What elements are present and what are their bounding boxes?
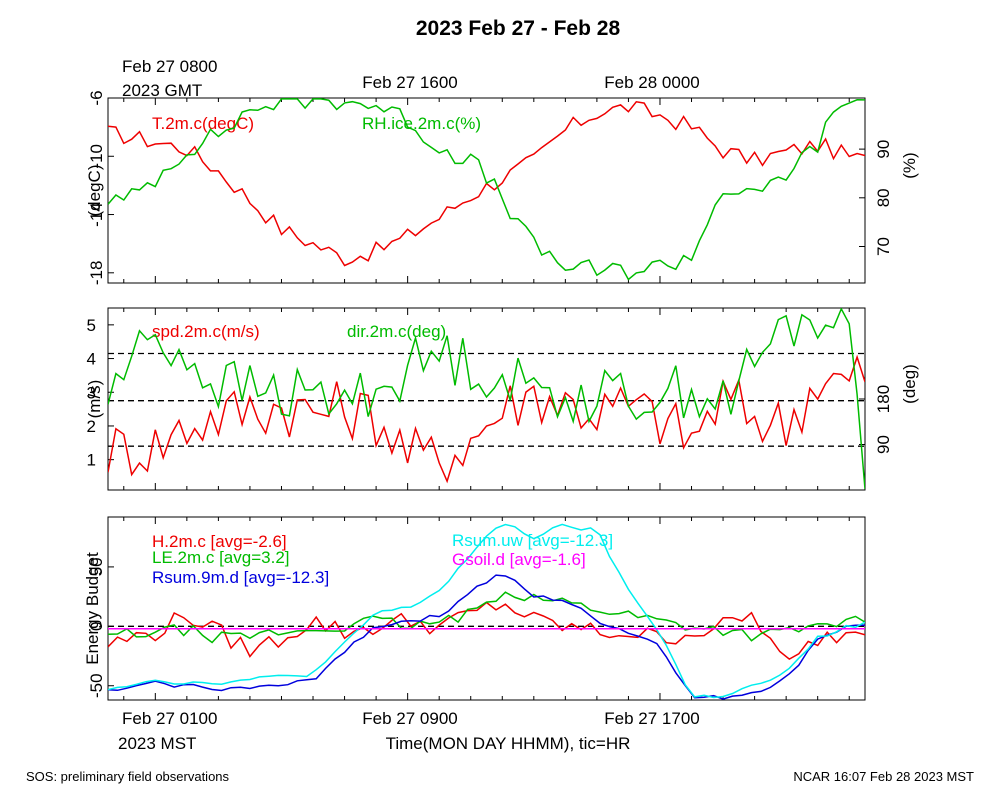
panel-wind: 1 2 3 4 5 (m/s) 90 180 (deg) spd.2m.c(m/s) dir.2m.… (85, 307, 919, 491)
y-tick-label-left: 0 (87, 622, 106, 631)
plot-frame (107, 97, 866, 284)
bottom-time-label-1: Feb 27 0900 (362, 709, 457, 728)
chart-title: 2023 Feb 27 - Feb 28 (416, 17, 621, 40)
y-tick-label-right: 90 (874, 435, 893, 454)
legend-h-2m-c: H.2m.c [avg=-2.6] (152, 532, 287, 551)
top-time-label-2: Feb 28 0000 (604, 73, 699, 92)
series-line-le-2m-c (108, 591, 865, 644)
y-tick-label-left: 5 (87, 316, 96, 335)
y-tick-label-right: 80 (874, 188, 893, 207)
y-tick-label-left: -10 (87, 144, 106, 169)
y-tick-label-left: -14 (87, 202, 106, 227)
footer-right: NCAR 16:07 Feb 28 2023 MST (793, 769, 974, 784)
top-time-label-0: Feb 27 0800 (122, 57, 217, 76)
series-line-rsum-uw (108, 523, 865, 699)
y-tick-label-right: 70 (874, 237, 893, 256)
y-tick-label-right: 90 (874, 140, 893, 159)
footer-left: SOS: preliminary field observations (26, 769, 230, 784)
series-line-rsum-9m-d (108, 574, 865, 700)
series-line-rh-ice-2m-c- (108, 98, 865, 281)
legend-le-2m-c: LE.2m.c [avg=3.2] (152, 548, 290, 567)
bottom-time-zone: 2023 MST (118, 734, 196, 753)
bottom-time-label-0: Feb 27 0100 (122, 709, 217, 728)
y-tick-label-left: 3 (87, 383, 96, 402)
top-time-label-1: Feb 27 1600 (362, 73, 457, 92)
legend-t-2m-c-degc-: T.2m.c(degC) (152, 114, 254, 133)
y-axis-title-right: (%) (900, 152, 919, 178)
y-axis-title-left: (m/s) (85, 380, 104, 419)
y-tick-label-left: -6 (87, 90, 106, 105)
y-tick-label-left: 2 (87, 417, 96, 436)
x-axis-label: Time(MON DAY HHMM), tic=HR (386, 734, 631, 753)
plot-frame (107, 516, 866, 701)
legend-rh-ice-2m-c-: RH.ice.2m.c(%) (362, 114, 481, 133)
y-axis-title-left: (degC) (85, 165, 104, 217)
y-tick-label-right: 180 (874, 385, 893, 413)
legend-spd-2m-c-m-s-: spd.2m.c(m/s) (152, 322, 260, 341)
series-line-spd-2m-c-m-s- (108, 354, 865, 484)
panel-temperature-rh: -18 -14 -10 -6 (degC) 70 80 90 (%) T.2m.c(degC) RH… (85, 90, 919, 285)
legend-rsum-uw: Rsum.uw [avg=-12.3] (452, 531, 613, 550)
bottom-time-label-2: Feb 27 1700 (604, 709, 699, 728)
y-tick-label-left: 4 (87, 350, 96, 369)
y-axis-title-right: (deg) (900, 364, 919, 404)
y-axis-title-left: Energy Budget (83, 552, 102, 665)
series-line-h-2m-c (108, 601, 865, 661)
y-tick-label-left: -18 (87, 261, 106, 286)
y-tick-label-left: -50 (87, 673, 106, 698)
legend-rsum-9m-d: Rsum.9m.d [avg=-12.3] (152, 568, 329, 587)
top-time-zone: 2023 GMT (122, 81, 202, 100)
series-line-dir-2m-c-deg- (108, 308, 865, 490)
panels: -18 -14 -10 -6 (degC) 70 80 90 (%) T.2m.c(degC) RH… (83, 90, 919, 701)
y-tick-label-left: 50 (87, 557, 106, 576)
y-tick-label-left: 1 (87, 451, 96, 470)
legend-gsoil-d: Gsoil.d [avg=-1.6] (452, 550, 586, 569)
legend-dir-2m-c-deg-: dir.2m.c(deg) (347, 322, 446, 341)
